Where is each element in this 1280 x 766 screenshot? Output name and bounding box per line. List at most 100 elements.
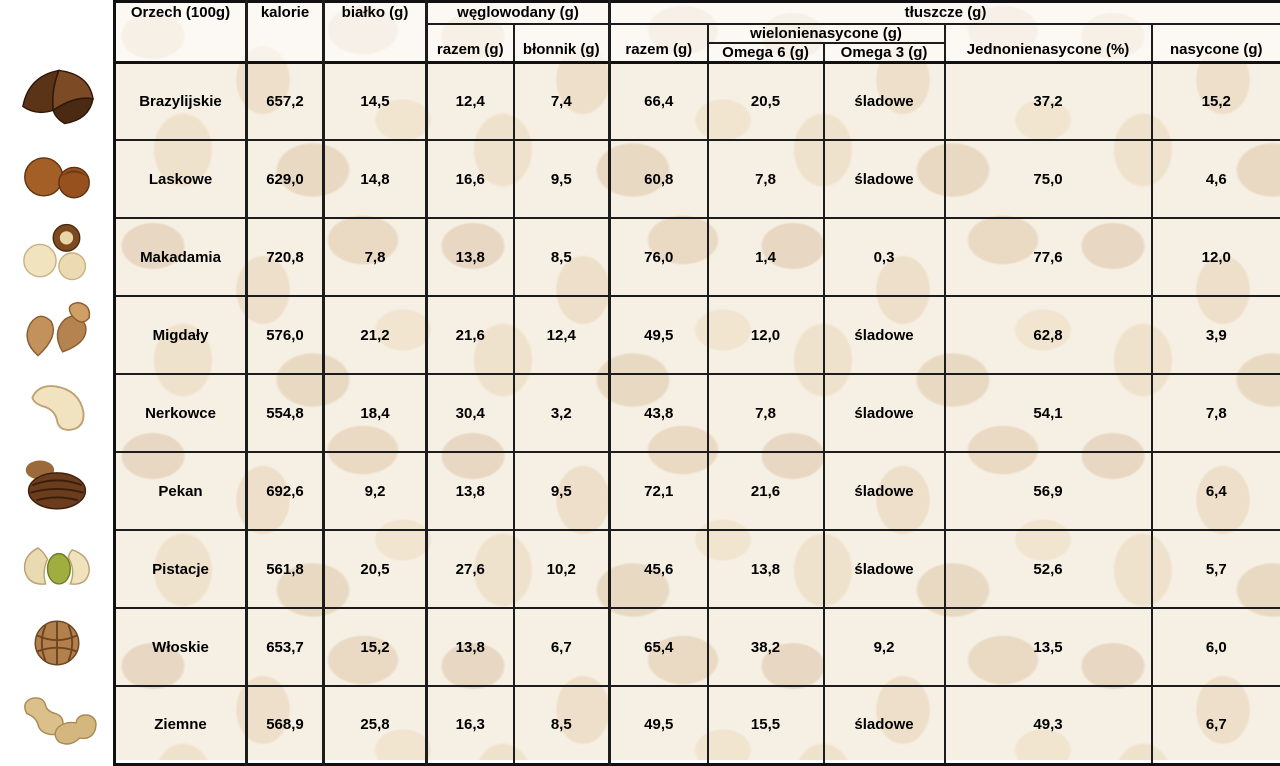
walnut-icon xyxy=(0,604,113,682)
omega6-cell: 20,5 xyxy=(708,62,824,140)
header-carbs-group: węglowodany (g) xyxy=(427,2,610,24)
header-poly-group: wielonienasycone (g) xyxy=(708,24,945,43)
omega3-cell: śladowe xyxy=(824,296,945,374)
carbs-total-cell: 13,8 xyxy=(427,608,514,686)
fats-total-cell: 60,8 xyxy=(610,140,708,218)
carbs-total-cell: 12,4 xyxy=(427,62,514,140)
header-protein: białko (g) xyxy=(324,2,427,63)
calories-cell: 576,0 xyxy=(247,296,324,374)
peanut-icon xyxy=(0,682,113,760)
fiber-cell: 10,2 xyxy=(514,530,610,608)
nut-illustration-strip xyxy=(0,0,113,760)
calories-cell: 629,0 xyxy=(247,140,324,218)
omega6-cell: 1,4 xyxy=(708,218,824,296)
fiber-cell: 8,5 xyxy=(514,686,610,764)
calories-cell: 720,8 xyxy=(247,218,324,296)
nut-name-cell: Makadamia xyxy=(115,218,247,296)
mono-cell: 52,6 xyxy=(945,530,1152,608)
protein-cell: 9,2 xyxy=(324,452,427,530)
carbs-total-cell: 16,6 xyxy=(427,140,514,218)
nut-name-cell: Pekan xyxy=(115,452,247,530)
nut-name-cell: Migdały xyxy=(115,296,247,374)
table-row: Laskowe 629,0 14,8 16,6 9,5 60,8 7,8 śla… xyxy=(115,140,1280,218)
header-omega3: Omega 3 (g) xyxy=(824,43,945,63)
omega6-cell: 21,6 xyxy=(708,452,824,530)
fats-total-cell: 45,6 xyxy=(610,530,708,608)
nut-name-cell: Ziemne xyxy=(115,686,247,764)
cashew-icon xyxy=(0,370,113,448)
mono-cell: 13,5 xyxy=(945,608,1152,686)
calories-cell: 561,8 xyxy=(247,530,324,608)
protein-cell: 18,4 xyxy=(324,374,427,452)
carbs-total-cell: 16,3 xyxy=(427,686,514,764)
omega6-cell: 7,8 xyxy=(708,374,824,452)
fats-total-cell: 43,8 xyxy=(610,374,708,452)
saturated-cell: 4,6 xyxy=(1152,140,1280,218)
header-omega6: Omega 6 (g) xyxy=(708,43,824,63)
calories-cell: 554,8 xyxy=(247,374,324,452)
omega3-cell: śladowe xyxy=(824,452,945,530)
mono-cell: 37,2 xyxy=(945,62,1152,140)
saturated-cell: 5,7 xyxy=(1152,530,1280,608)
strip-header-spacer xyxy=(0,0,113,58)
fiber-cell: 9,5 xyxy=(514,140,610,218)
calories-cell: 653,7 xyxy=(247,608,324,686)
header-carbs-fiber: błonnik (g) xyxy=(514,24,610,63)
saturated-cell: 6,7 xyxy=(1152,686,1280,764)
pecan-icon xyxy=(0,448,113,526)
fiber-cell: 12,4 xyxy=(514,296,610,374)
header-calories: kalorie xyxy=(247,2,324,63)
protein-cell: 15,2 xyxy=(324,608,427,686)
nut-name-cell: Brazylijskie xyxy=(115,62,247,140)
hazelnut-icon xyxy=(0,136,113,214)
table-row: Pekan 692,6 9,2 13,8 9,5 72,1 21,6 ślado… xyxy=(115,452,1280,530)
saturated-cell: 3,9 xyxy=(1152,296,1280,374)
brazil-nut-icon xyxy=(0,58,113,136)
table-body: Brazylijskie 657,2 14,5 12,4 7,4 66,4 20… xyxy=(115,62,1280,764)
header-fats-total: razem (g) xyxy=(610,24,708,63)
header-fats-group: tłuszcze (g) xyxy=(610,2,1280,24)
fats-total-cell: 76,0 xyxy=(610,218,708,296)
saturated-cell: 6,4 xyxy=(1152,452,1280,530)
table-row: Pistacje 561,8 20,5 27,6 10,2 45,6 13,8 … xyxy=(115,530,1280,608)
saturated-cell: 15,2 xyxy=(1152,62,1280,140)
saturated-cell: 12,0 xyxy=(1152,218,1280,296)
header-saturated: nasycone (g) xyxy=(1152,24,1280,63)
protein-cell: 7,8 xyxy=(324,218,427,296)
header-mono: Jednonienasycone (%) xyxy=(945,24,1152,63)
nut-nutrition-table: Orzech (100g) kalorie białko (g) węglowo… xyxy=(113,0,1280,766)
nut-name-cell: Nerkowce xyxy=(115,374,247,452)
omega3-cell: śladowe xyxy=(824,686,945,764)
omega6-cell: 13,8 xyxy=(708,530,824,608)
mono-cell: 49,3 xyxy=(945,686,1152,764)
nut-name-cell: Laskowe xyxy=(115,140,247,218)
fiber-cell: 7,4 xyxy=(514,62,610,140)
omega3-cell: 0,3 xyxy=(824,218,945,296)
carbs-total-cell: 27,6 xyxy=(427,530,514,608)
table-row: Nerkowce 554,8 18,4 30,4 3,2 43,8 7,8 śl… xyxy=(115,374,1280,452)
table-header: Orzech (100g) kalorie białko (g) węglowo… xyxy=(115,2,1280,63)
saturated-cell: 6,0 xyxy=(1152,608,1280,686)
mono-cell: 54,1 xyxy=(945,374,1152,452)
carbs-total-cell: 13,8 xyxy=(427,452,514,530)
omega6-cell: 12,0 xyxy=(708,296,824,374)
nut-name-cell: Pistacje xyxy=(115,530,247,608)
fats-total-cell: 49,5 xyxy=(610,296,708,374)
header-carbs-total: razem (g) xyxy=(427,24,514,63)
carbs-total-cell: 30,4 xyxy=(427,374,514,452)
calories-cell: 568,9 xyxy=(247,686,324,764)
protein-cell: 21,2 xyxy=(324,296,427,374)
mono-cell: 77,6 xyxy=(945,218,1152,296)
omega3-cell: śladowe xyxy=(824,374,945,452)
fiber-cell: 8,5 xyxy=(514,218,610,296)
protein-cell: 14,8 xyxy=(324,140,427,218)
protein-cell: 14,5 xyxy=(324,62,427,140)
omega3-cell: śladowe xyxy=(824,530,945,608)
omega6-cell: 15,5 xyxy=(708,686,824,764)
fats-total-cell: 49,5 xyxy=(610,686,708,764)
fats-total-cell: 65,4 xyxy=(610,608,708,686)
table-row: Brazylijskie 657,2 14,5 12,4 7,4 66,4 20… xyxy=(115,62,1280,140)
omega3-cell: śladowe xyxy=(824,62,945,140)
mono-cell: 75,0 xyxy=(945,140,1152,218)
